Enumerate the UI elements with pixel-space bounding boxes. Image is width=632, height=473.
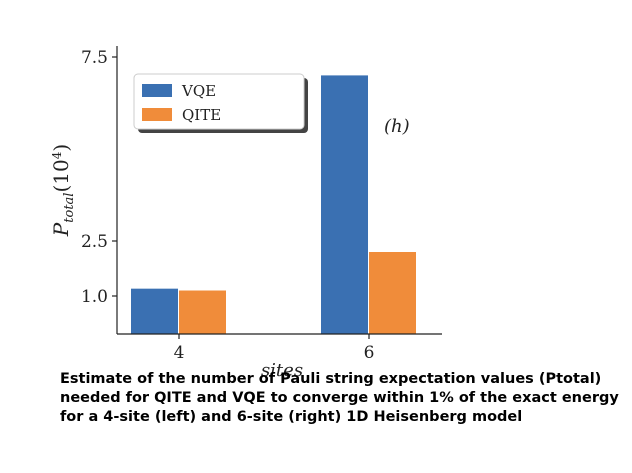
x-tick-label: 4 — [174, 343, 185, 363]
ylabel-unit-close: ) — [49, 144, 73, 152]
x-tick-label: 6 — [364, 343, 375, 363]
legend: VQE QITE — [133, 73, 308, 133]
legend-label-vqe: VQE — [181, 82, 216, 100]
bar-vqe-6 — [321, 75, 368, 335]
y-tick-label: 2.5 — [81, 232, 108, 252]
axes — [116, 46, 442, 335]
legend-swatch-vqe — [142, 84, 172, 97]
bar-vqe-4 — [131, 288, 178, 334]
bar-qite-6 — [369, 252, 416, 334]
y-ticks: 1.0 2.5 7.5 — [81, 48, 117, 307]
ylabel-unit-exp: 4 — [50, 151, 64, 159]
ylabel-unit-open: (10 — [49, 159, 73, 192]
bar-qite-4 — [179, 290, 226, 334]
y-tick-label: 1.0 — [81, 287, 108, 307]
legend-frame — [133, 73, 305, 130]
panel-annotation: (h) — [384, 116, 410, 137]
y-tick-label: 7.5 — [81, 48, 108, 68]
y-axis-label: Ptotal(104) — [49, 144, 77, 237]
ylabel-main: P — [49, 222, 73, 237]
x-axis-label: sites — [261, 360, 303, 381]
legend-swatch-qite — [142, 108, 172, 121]
legend-label-qite: QITE — [182, 106, 221, 124]
ylabel-sub: total — [62, 193, 77, 223]
figure-caption: Estimate of the number of Pauli string e… — [60, 371, 619, 425]
bars-group — [131, 75, 416, 335]
